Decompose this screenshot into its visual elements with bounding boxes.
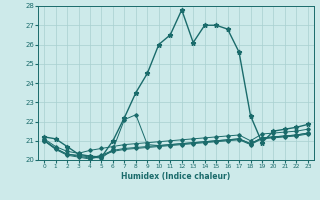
X-axis label: Humidex (Indice chaleur): Humidex (Indice chaleur): [121, 172, 231, 181]
